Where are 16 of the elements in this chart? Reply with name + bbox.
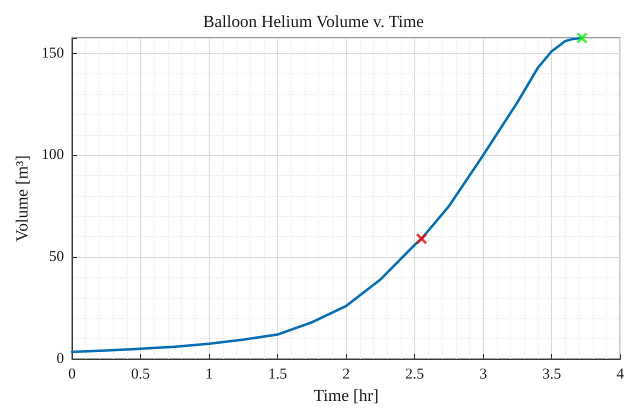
- y-tick-label: 50: [49, 249, 64, 266]
- y-tick-label: 100: [42, 147, 64, 164]
- y-axis-title: Volume [m³]: [12, 155, 32, 242]
- x-tick-label: 3: [479, 366, 487, 382]
- x-tick-label: 1: [205, 366, 213, 382]
- x-tick-label: 4: [616, 366, 624, 382]
- x-tick-label: 1.5: [268, 366, 287, 382]
- x-tick-label: 2.5: [405, 366, 424, 382]
- y-tick-label: 150: [42, 45, 64, 62]
- chart-title: Balloon Helium Volume v. Time: [203, 12, 424, 31]
- x-tick-label: 3.5: [542, 366, 562, 382]
- x-tick-label: 2: [342, 366, 350, 382]
- x-tick-label: 0: [68, 366, 76, 382]
- y-tick-label: 0: [56, 351, 64, 367]
- x-tick-label: 0.5: [131, 366, 150, 382]
- x-axis-title: Time [hr]: [314, 386, 379, 405]
